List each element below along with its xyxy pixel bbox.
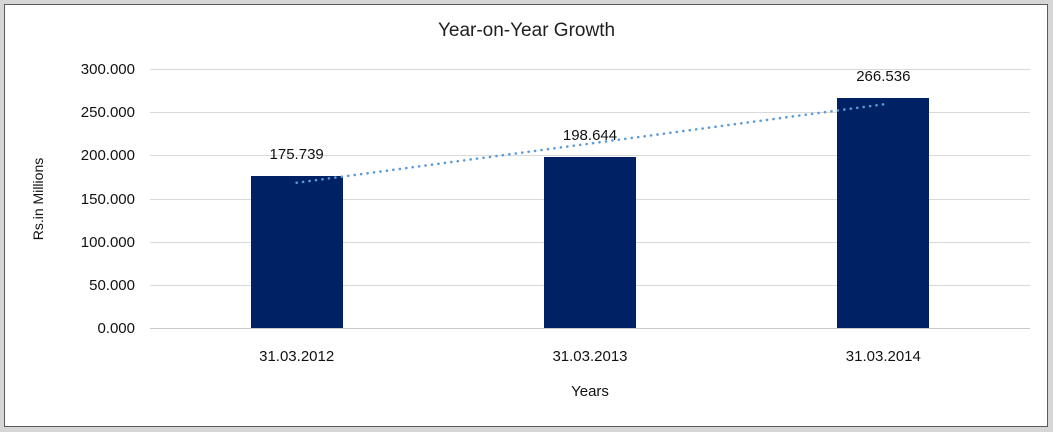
- chart-frame: [4, 4, 1048, 427]
